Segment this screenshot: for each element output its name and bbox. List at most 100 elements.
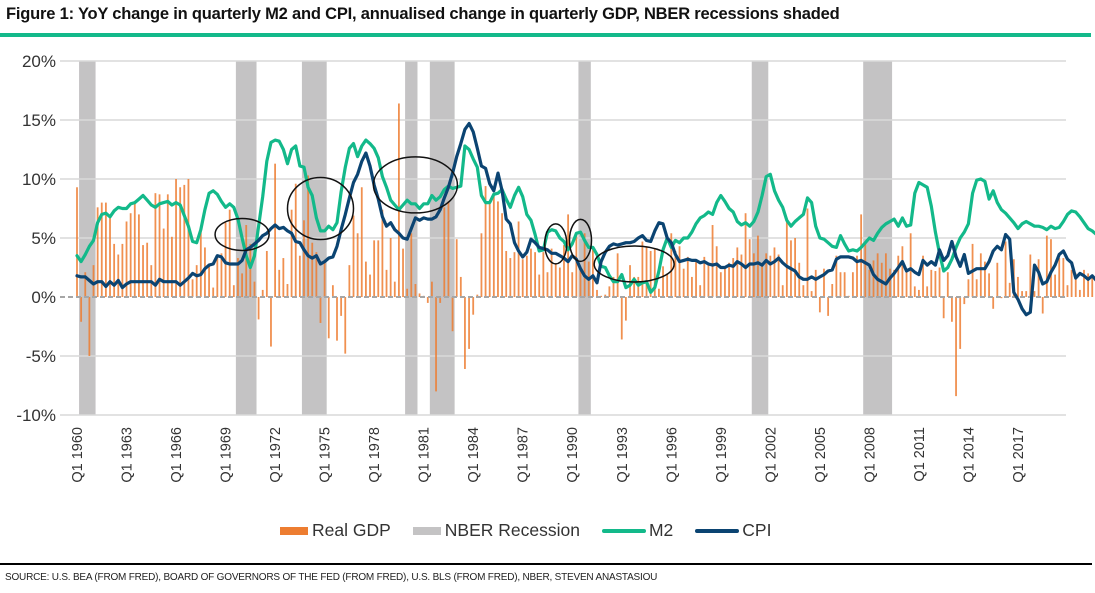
annotation-ellipse: [372, 156, 459, 214]
gdp-bar: [579, 269, 582, 297]
gdp-bar: [662, 266, 664, 297]
gdp-bar: [1070, 269, 1073, 297]
gdp-bar: [860, 214, 863, 297]
legend-item-real-gdp: Real GDP: [280, 520, 391, 541]
y-tick-label: 20%: [22, 52, 56, 71]
y-tick-label: -5%: [26, 347, 56, 366]
legend-item-cpi: CPI: [695, 520, 771, 541]
gdp-bar: [955, 297, 957, 397]
gdp-bar: [476, 294, 479, 297]
gdp-bar: [525, 255, 528, 297]
gdp-bar: [265, 250, 268, 297]
y-tick-label: -10%: [16, 406, 56, 425]
gdp-bar: [402, 248, 404, 297]
gdp-bar: [670, 233, 673, 297]
gdp-bar: [534, 252, 536, 297]
gdp-bar: [435, 297, 437, 392]
gdp-bar: [637, 276, 640, 297]
gdp-bar: [455, 239, 458, 297]
gdp-bar: [963, 297, 966, 305]
gdp-bar: [913, 286, 916, 297]
gdp-bar: [951, 297, 953, 322]
gdp-bar: [835, 255, 838, 297]
gdp-bar: [686, 256, 689, 297]
gdp-bar: [96, 207, 99, 297]
gdp-bar: [608, 286, 611, 297]
x-tick-label: Q1 1984: [466, 427, 482, 483]
x-tick-label: Q1 2005: [813, 427, 829, 483]
gdp-bar: [418, 293, 421, 297]
gdp-bar: [988, 273, 990, 297]
gdp-bar: [695, 261, 697, 297]
gdp-bar: [550, 248, 553, 297]
legend-swatch-nber-recession: [412, 526, 441, 535]
gdp-bar: [868, 269, 871, 297]
gdp-bar: [1025, 291, 1028, 297]
gdp-bar: [715, 246, 718, 297]
x-tick-label: Q1 1999: [714, 427, 730, 483]
gdp-bar: [843, 272, 846, 297]
gridlines: [60, 60, 1066, 416]
gdp-bar: [1004, 241, 1007, 297]
x-tick-label: Q1 2014: [961, 427, 977, 483]
gdp-bar: [1091, 274, 1094, 297]
gdp-bar: [744, 213, 747, 297]
gdp-bar: [204, 247, 206, 297]
gdp-bar: [554, 263, 557, 297]
gdp-bar: [678, 246, 681, 297]
gdp-bar: [199, 230, 202, 297]
legend-label: CPI: [742, 520, 772, 540]
series-lines: [75, 121, 1095, 317]
gdp-bar: [166, 194, 169, 297]
gdp-bar: [501, 213, 503, 297]
gdp-bar: [777, 254, 780, 297]
x-tick-label: Q1 1981: [417, 427, 433, 483]
gdp-bar: [344, 297, 347, 354]
gdp-bar: [942, 297, 945, 319]
gdp-bar: [823, 268, 825, 297]
gdp-bar: [1066, 285, 1069, 297]
gdp-bar: [261, 289, 264, 297]
x-tick-label: Q1 1987: [516, 427, 532, 483]
x-tick-label: Q1 1993: [615, 427, 631, 483]
gdp-bar: [757, 235, 759, 297]
gdp-bar: [146, 242, 149, 297]
x-tick-label: Q1 2011: [912, 427, 928, 482]
gdp-bar: [612, 276, 615, 297]
x-tick-label: Q1 2017: [1011, 427, 1027, 483]
gdp-bar: [497, 201, 499, 297]
gdp-bar: [138, 214, 140, 297]
gdp-bar: [117, 254, 120, 297]
gdp-bar: [393, 281, 396, 297]
gdp-bar: [298, 255, 301, 297]
gdp-bar: [806, 208, 809, 297]
gdp-bar: [674, 250, 677, 297]
gdp-bar: [827, 297, 830, 316]
gdp-bar: [369, 274, 371, 297]
gdp-bar: [142, 245, 144, 297]
gdp-bar: [340, 297, 343, 316]
gdp-bar: [781, 285, 784, 297]
gdp-bar: [406, 288, 409, 297]
gdp-bar: [1087, 273, 1090, 297]
gdp-bar: [728, 262, 730, 297]
gdp-bar: [620, 297, 623, 340]
gdp-bar: [905, 272, 908, 297]
gdp-bar: [984, 261, 986, 297]
gdp-bar: [1062, 258, 1065, 297]
y-tick-label: 0%: [31, 288, 56, 307]
legend-swatch-cpi: [695, 528, 740, 533]
gdp-bar: [938, 267, 941, 297]
gdp-bar: [133, 202, 136, 297]
gdp-bar: [356, 233, 359, 297]
gdp-bar: [785, 217, 788, 297]
gdp-bar: [249, 243, 252, 297]
legend-item-nber-recession: NBER Recession: [412, 520, 580, 541]
x-tick-label: Q1 1990: [565, 427, 581, 483]
gdp-bar: [488, 201, 491, 297]
gdp-bar: [364, 261, 367, 297]
gdp-bar: [521, 259, 524, 297]
gdp-bar: [1058, 258, 1061, 297]
gdp-bar: [410, 233, 413, 297]
series-line-cpi: [75, 121, 1095, 317]
